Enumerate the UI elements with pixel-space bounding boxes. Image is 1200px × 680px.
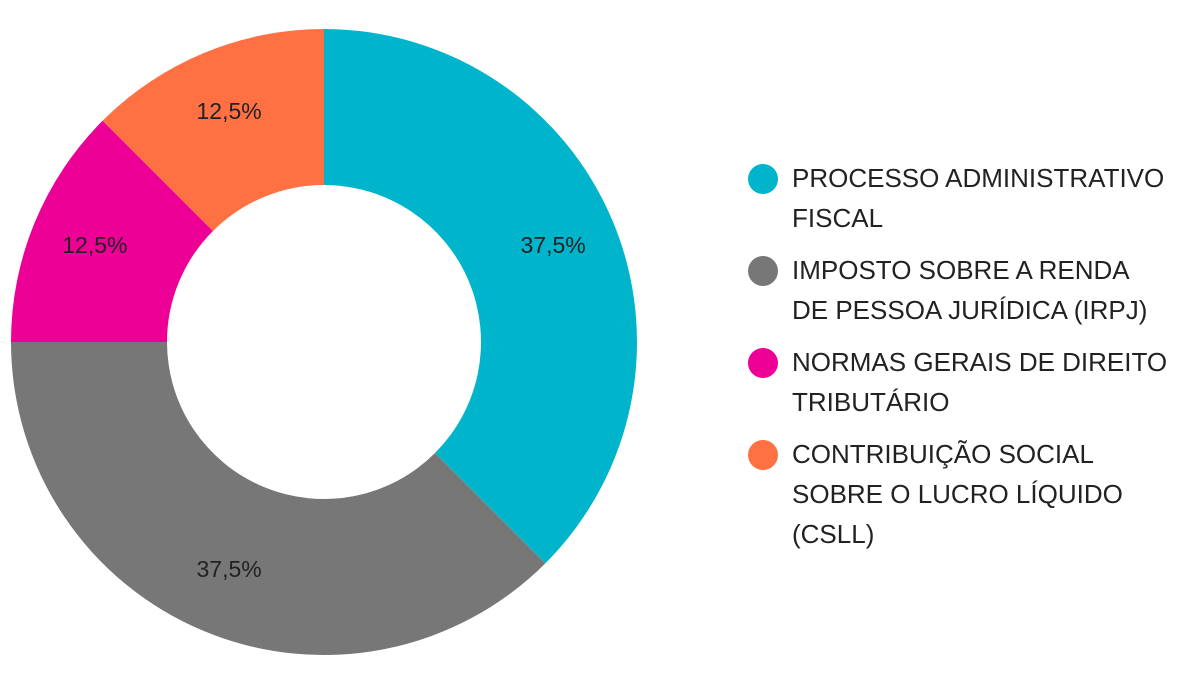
- legend-swatch-icon: [748, 348, 778, 378]
- donut-slice-0: [324, 29, 637, 564]
- donut-slice-1: [11, 342, 546, 655]
- legend-label: PROCESSO ADMINISTRATIVO FISCAL: [792, 163, 1165, 233]
- slice-label-2: 12,5%: [62, 232, 127, 258]
- legend-label: CONTRIBUIÇÃO SOCIAL SOBRE O LUCRO LÍQUID…: [792, 439, 1123, 549]
- legend-item-0: PROCESSO ADMINISTRATIVO FISCAL: [748, 158, 1188, 238]
- slice-label-0: 37,5%: [521, 232, 586, 258]
- legend-label: IMPOSTO SOBRE A RENDA DE PESSOA JURÍDICA…: [792, 255, 1148, 325]
- slice-label-1: 37,5%: [196, 556, 261, 582]
- legend-swatch-icon: [748, 164, 778, 194]
- chart-legend: PROCESSO ADMINISTRATIVO FISCAL IMPOSTO SO…: [748, 158, 1188, 566]
- legend-swatch-icon: [748, 440, 778, 470]
- donut-slice-2: [11, 120, 213, 343]
- donut-slice-3: [102, 28, 325, 231]
- slice-label-3: 12,5%: [196, 98, 261, 124]
- legend-item-3: CONTRIBUIÇÃO SOCIAL SOBRE O LUCRO LÍQUID…: [748, 434, 1188, 554]
- legend-item-1: IMPOSTO SOBRE A RENDA DE PESSOA JURÍDICA…: [748, 250, 1188, 330]
- legend-swatch-icon: [748, 256, 778, 286]
- legend-label: NORMAS GERAIS DE DIREITO TRIBUTÁRIO: [792, 347, 1168, 417]
- donut-chart: 37,5% 37,5% 12,5% 12,5%: [11, 28, 637, 655]
- donut-chart-svg: 37,5% 37,5% 12,5% 12,5%: [11, 28, 637, 655]
- legend-item-2: NORMAS GERAIS DE DIREITO TRIBUTÁRIO: [748, 342, 1188, 422]
